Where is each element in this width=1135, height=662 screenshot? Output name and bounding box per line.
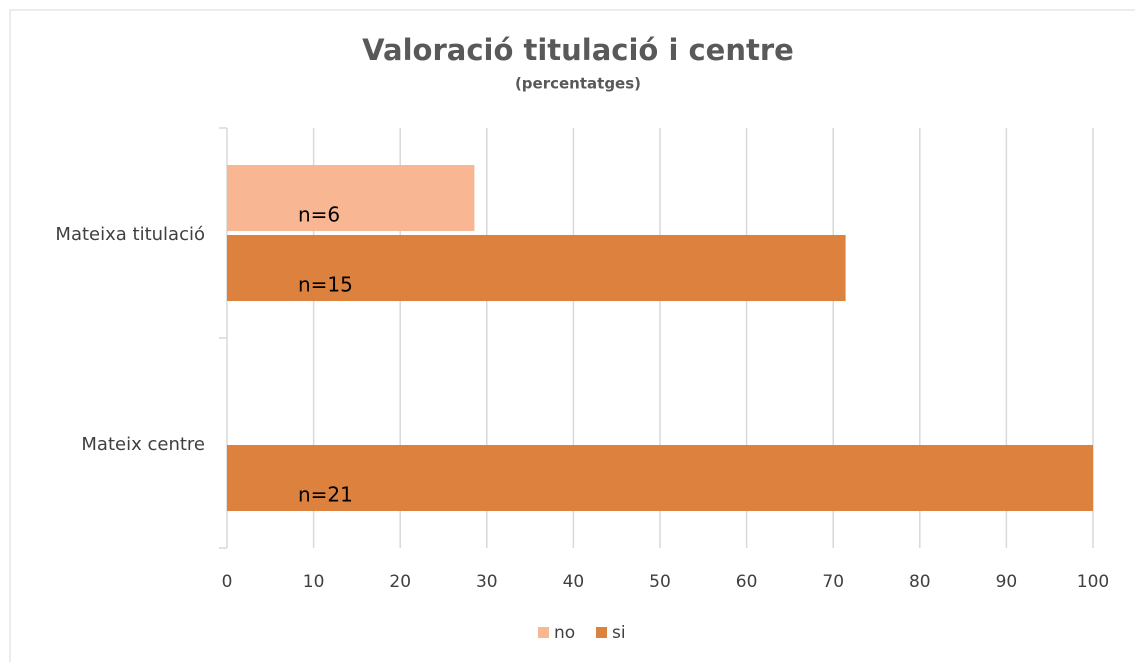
- bar-label: n=21: [298, 482, 353, 506]
- y-tick-label: Mateixa titulació: [55, 224, 205, 245]
- x-tick-label: 100: [1077, 572, 1109, 592]
- chart-subtitle: (percentatges): [515, 75, 641, 93]
- bar-label: n=6: [298, 202, 340, 226]
- chart-title: Valoració titulació i centre: [362, 33, 794, 67]
- x-tick-label: 50: [649, 572, 671, 592]
- x-tick-label: 90: [996, 572, 1018, 592]
- x-tick-label: 80: [909, 572, 931, 592]
- bar: [227, 235, 846, 301]
- x-tick-label: 20: [389, 572, 411, 592]
- x-tick-label: 40: [563, 572, 585, 592]
- bar: [227, 445, 1093, 511]
- legend-label: si: [612, 623, 626, 643]
- legend-label: no: [554, 623, 575, 643]
- y-tick-label: Mateix centre: [81, 434, 205, 455]
- x-tick-label: 10: [303, 572, 325, 592]
- x-tick-label: 60: [736, 572, 758, 592]
- legend-swatch: [596, 627, 607, 638]
- x-tick-label: 30: [476, 572, 498, 592]
- chart-border: [9, 9, 1135, 662]
- x-tick-label: 0: [222, 572, 233, 592]
- legend-swatch: [538, 627, 549, 638]
- bar-label: n=15: [298, 272, 353, 296]
- x-tick-label: 70: [822, 572, 844, 592]
- bar: [227, 165, 475, 231]
